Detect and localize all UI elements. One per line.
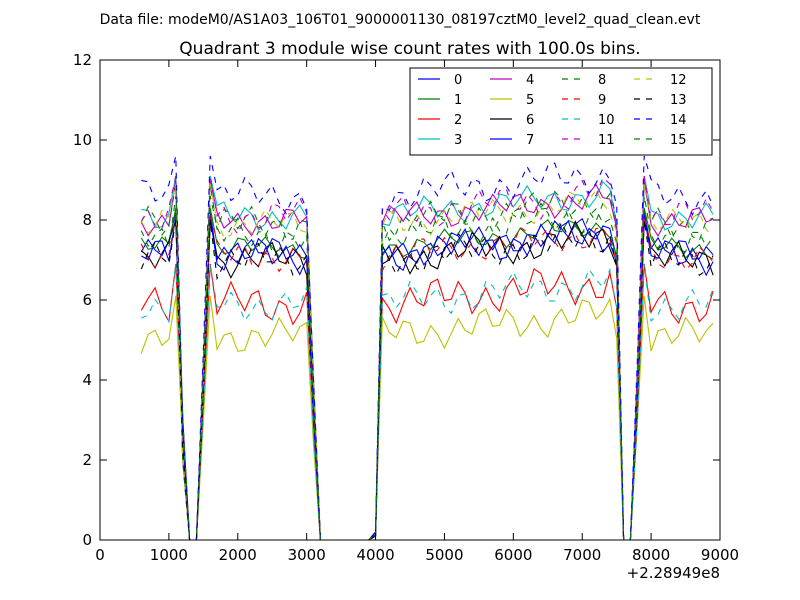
legend-label-13: 13 xyxy=(670,93,687,108)
x-tick-label: 9000 xyxy=(701,546,739,564)
series-line-2 xyxy=(140,263,714,541)
legend-label-11: 11 xyxy=(598,133,615,148)
x-tick-label: 1000 xyxy=(150,546,188,564)
x-offset-label: +2.28949e8 xyxy=(627,564,720,582)
y-tick-label: 2 xyxy=(82,451,92,469)
y-tick-label: 6 xyxy=(82,291,92,309)
legend-label-6: 6 xyxy=(526,113,534,128)
plot-frame xyxy=(99,59,721,541)
series-layer xyxy=(140,155,714,541)
series-line-12 xyxy=(140,183,714,541)
y-tick-label: 8 xyxy=(82,211,92,229)
legend-label-2: 2 xyxy=(454,113,462,128)
series-line-15 xyxy=(140,195,714,541)
legend-label-10: 10 xyxy=(598,113,615,128)
legend-label-5: 5 xyxy=(526,93,534,108)
series-line-9 xyxy=(140,215,714,541)
legend-label-14: 14 xyxy=(670,113,687,128)
legend-label-15: 15 xyxy=(670,133,687,148)
axis-layer: 0 1000 2000 3000 4000 5000 6000 7000 8000 9000 0 2 4… xyxy=(73,51,739,564)
y-tick-label: 12 xyxy=(73,51,92,69)
x-tick-label: 8000 xyxy=(632,546,670,564)
y-tick-label: 10 xyxy=(73,131,92,149)
legend-label-12: 12 xyxy=(670,73,687,88)
y-tick-label: 4 xyxy=(82,371,92,389)
x-tick-label: 7000 xyxy=(563,546,601,564)
legend-box xyxy=(409,67,713,156)
series-line-5 xyxy=(140,295,714,541)
legend-label-1: 1 xyxy=(454,93,462,108)
chart-title: Quadrant 3 module wise count rates with … xyxy=(179,39,640,59)
legend-label-7: 7 xyxy=(526,133,534,148)
y-tick-label: 0 xyxy=(82,531,92,549)
legend-label-9: 9 xyxy=(598,93,606,108)
x-tick-label: 4000 xyxy=(356,546,394,564)
x-tick-label: 0 xyxy=(95,546,105,564)
x-tick-label: 6000 xyxy=(494,546,532,564)
legend-label-8: 8 xyxy=(598,73,606,88)
chart-suptitle: Data file: modeM0/AS1A03_106T01_90000011… xyxy=(100,12,701,28)
x-tick-label: 2000 xyxy=(219,546,257,564)
series-line-10 xyxy=(141,263,714,541)
series-line-14 xyxy=(141,155,714,541)
x-tick-label: 3000 xyxy=(288,546,326,564)
legend-label-4: 4 xyxy=(526,73,534,88)
legend-label-3: 3 xyxy=(454,133,462,148)
legend-label-0: 0 xyxy=(454,73,462,88)
x-tick-label: 5000 xyxy=(425,546,463,564)
